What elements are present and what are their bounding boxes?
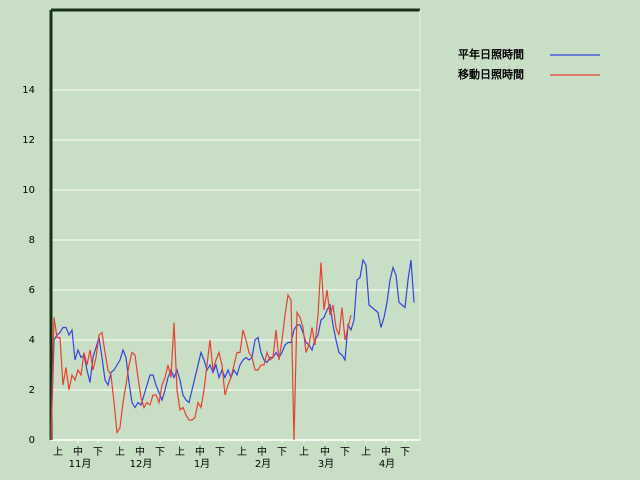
x-tick-label: 上: [175, 446, 185, 458]
x-tick-label: 中: [257, 445, 267, 458]
x-tick-label: 下: [93, 447, 103, 458]
legend-label: 平年日照時間: [458, 47, 524, 61]
y-tick-label: 6: [29, 285, 35, 296]
x-tick-label: 中: [195, 445, 205, 458]
x-tick-label: 下: [400, 447, 410, 458]
x-tick-label: 上: [299, 446, 309, 458]
y-tick-label: 4: [29, 335, 35, 346]
series-line: [50, 262, 352, 441]
month-label: 1月: [194, 458, 210, 470]
x-tick-label: 中: [320, 445, 330, 458]
y-tick-label: 14: [22, 85, 35, 96]
x-tick-label: 上: [115, 446, 125, 458]
x-tick-label: 下: [155, 447, 165, 458]
y-tick-label: 12: [22, 135, 35, 146]
y-tick-label: 8: [29, 235, 35, 246]
x-tick-label: 中: [381, 445, 391, 458]
x-tick-label: 中: [73, 445, 83, 458]
x-tick-label: 下: [277, 447, 287, 458]
x-tick-label: 下: [340, 447, 350, 458]
month-label: 4月: [379, 458, 395, 470]
y-tick-label: 2: [29, 385, 35, 396]
x-tick-label: 中: [135, 445, 145, 458]
month-label: 11月: [69, 458, 92, 470]
y-tick-label: 10: [22, 185, 35, 196]
x-tick-label: 上: [361, 446, 371, 458]
month-label: 3月: [318, 458, 334, 470]
x-tick-label: 上: [237, 446, 247, 458]
x-tick-label: 上: [53, 446, 63, 458]
legend-label: 移動日照時間: [458, 67, 524, 81]
y-tick-label: 0: [29, 435, 35, 446]
x-tick-label: 下: [215, 447, 225, 458]
month-label: 2月: [255, 458, 271, 470]
month-label: 12月: [130, 458, 153, 470]
